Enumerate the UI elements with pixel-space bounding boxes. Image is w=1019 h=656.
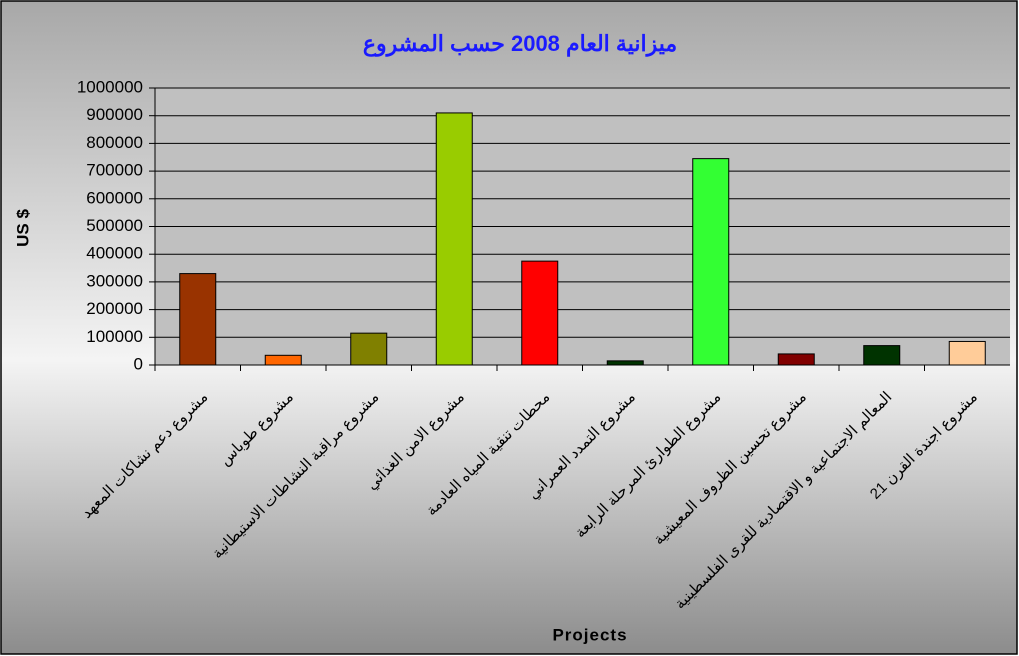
y-tick-label: 300000 xyxy=(86,271,143,290)
y-axis-label: US $ xyxy=(13,209,32,247)
bar xyxy=(948,340,986,366)
bar xyxy=(435,112,473,366)
y-tick-label: 1000000 xyxy=(77,77,143,96)
bar xyxy=(264,354,302,366)
y-tick-label: 500000 xyxy=(86,216,143,235)
y-tick-label: 800000 xyxy=(86,133,143,152)
y-tick-label: 400000 xyxy=(86,244,143,263)
y-tick-label: 0 xyxy=(134,354,143,373)
bar xyxy=(692,158,730,366)
bar xyxy=(606,360,644,366)
bar xyxy=(521,260,559,366)
bar xyxy=(863,345,901,366)
y-tick-label: 600000 xyxy=(86,188,143,207)
bar xyxy=(350,332,388,366)
y-tick-label: 200000 xyxy=(86,299,143,318)
y-tick-label: 100000 xyxy=(86,327,143,346)
x-axis-label: Projects xyxy=(552,625,627,644)
y-tick-label: 900000 xyxy=(86,105,143,124)
bar xyxy=(179,273,217,366)
chart-title: ميزانية العام 2008 حسب المشروع xyxy=(363,31,677,57)
bar xyxy=(777,353,815,366)
y-tick-label: 700000 xyxy=(86,161,143,180)
